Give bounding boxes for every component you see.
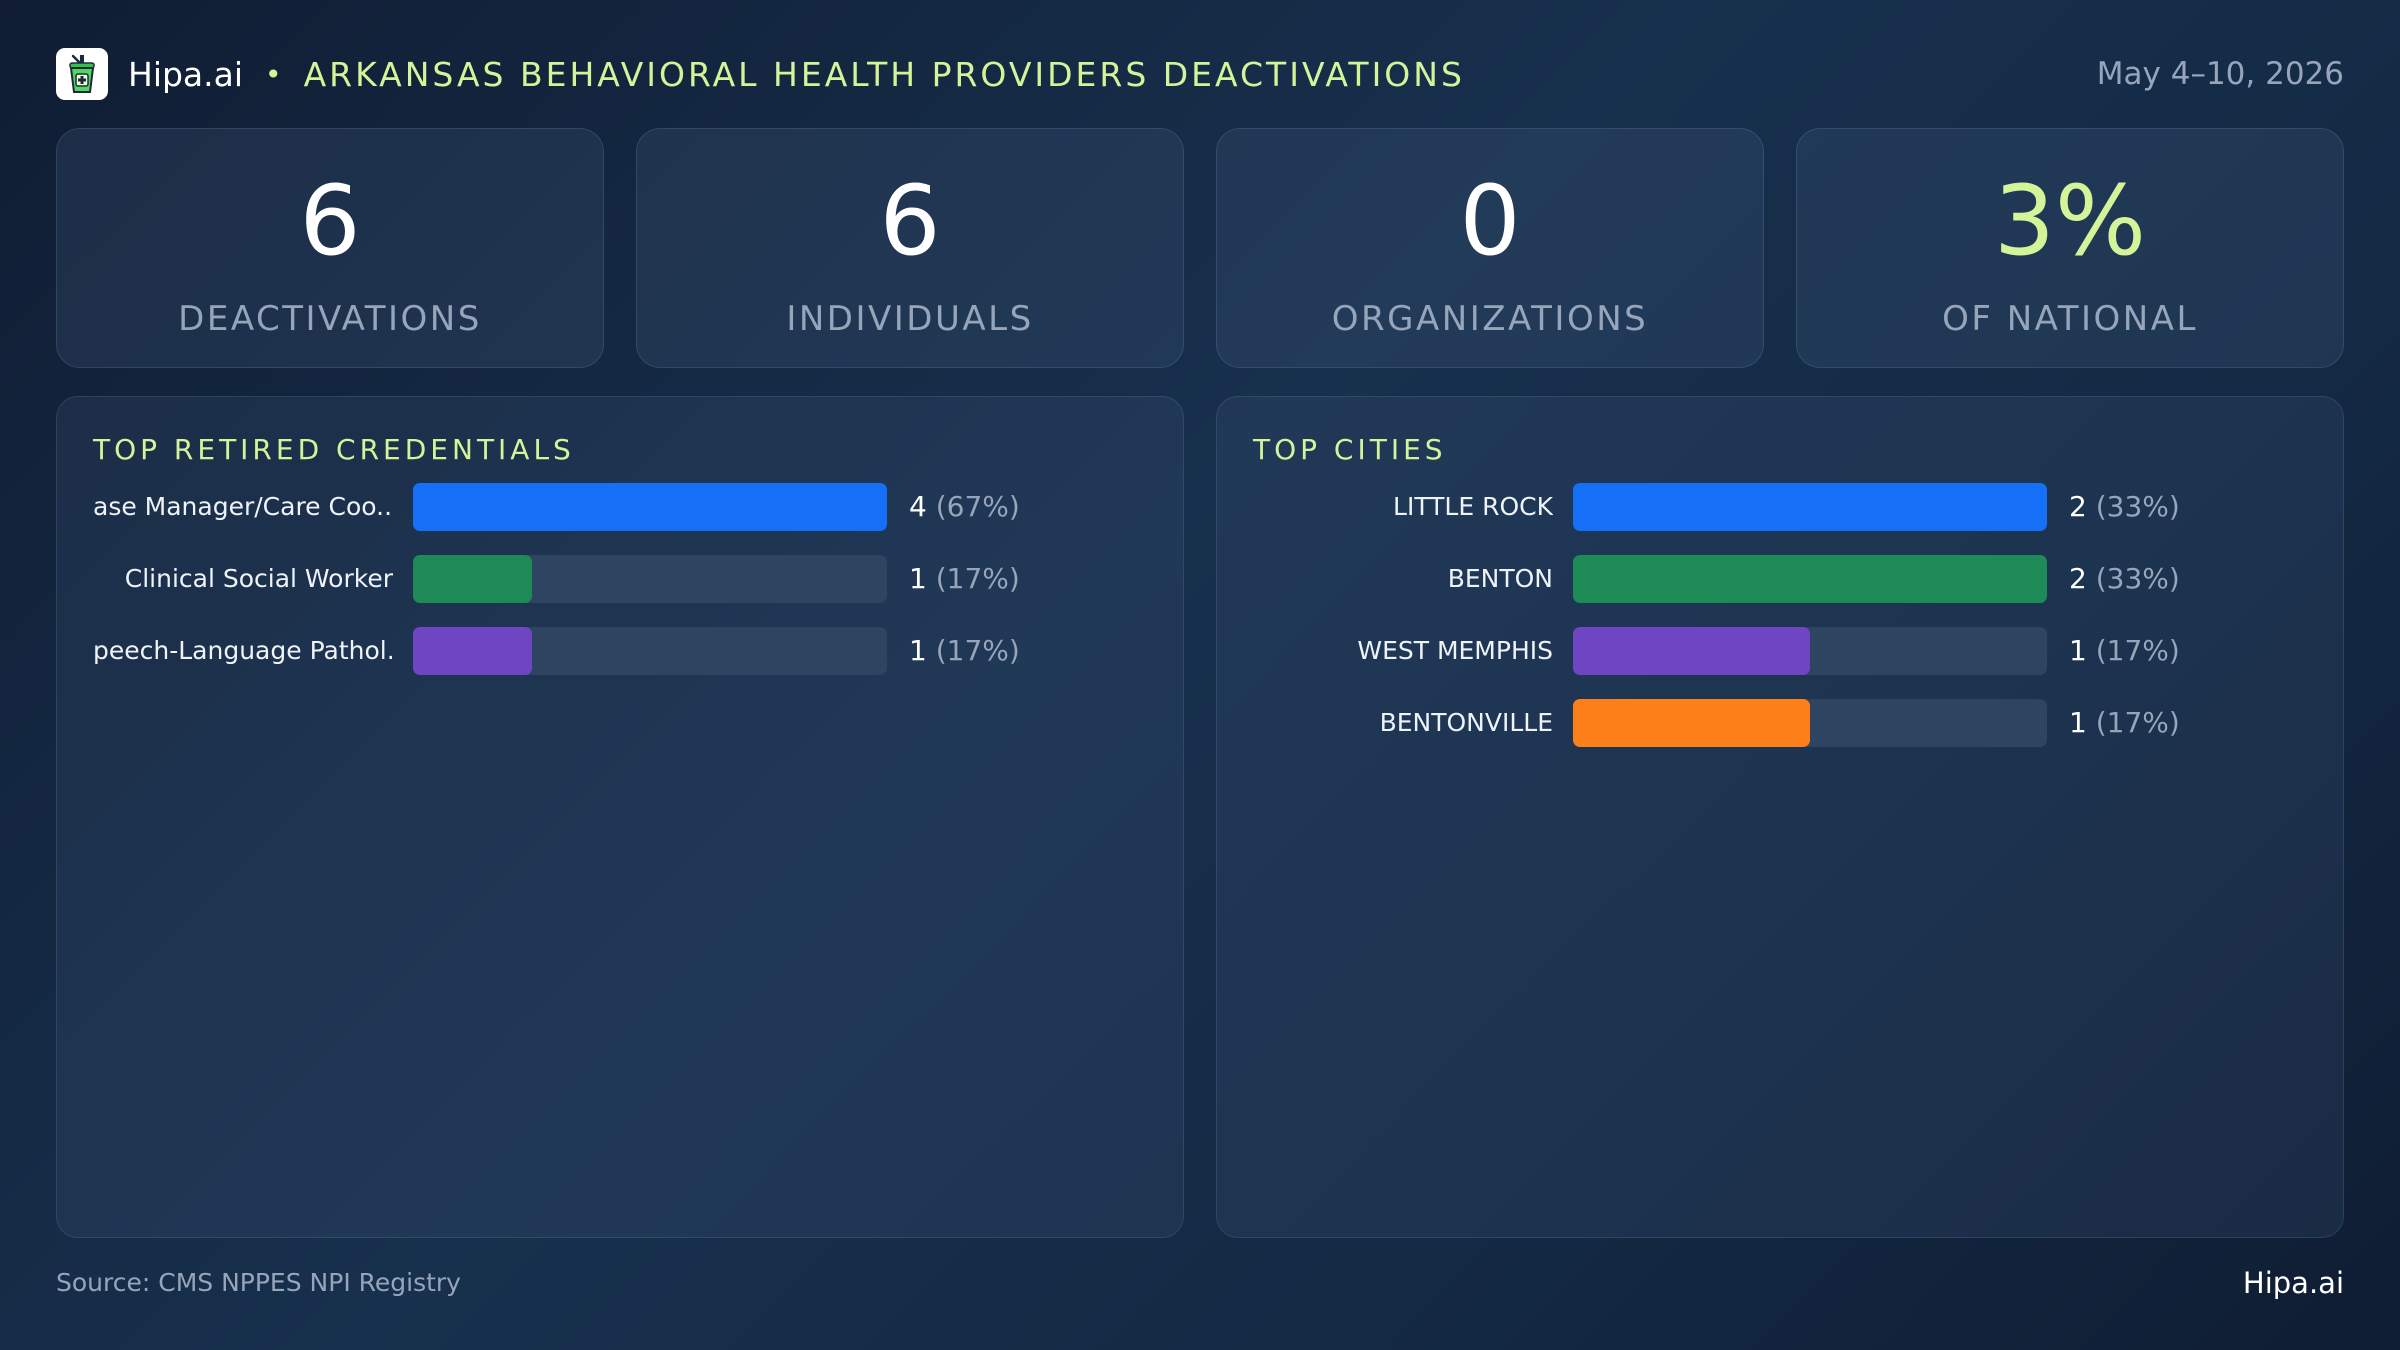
bar-label: BENTON [1447,564,1553,593]
bar-value-label: 2 (33%) [2069,483,2180,531]
panel-title: TOP RETIRED CREDENTIALS [93,433,575,466]
bar-row: ase Manager/Care Coo... 4 (67%) [57,483,1183,531]
bar-percent: (33%) [2095,490,2180,523]
bar-label: BENTONVILLE [1379,708,1553,737]
stat-card-deactivations: 6 DEACTIVATIONS [56,128,604,368]
bar-percent: (17%) [935,562,1020,595]
bar-value-label: 1 (17%) [909,627,1020,675]
logo [56,48,108,100]
stat-value: 3% [1993,165,2147,277]
bar-label: peech-Language Pathol... [93,636,393,665]
bar-count: 1 [2069,634,2087,667]
bar-track [1573,483,2047,531]
bar-percent: (17%) [2095,634,2180,667]
bar-row: WEST MEMPHIS 1 (17%) [1217,627,2343,675]
bar-value-label: 1 (17%) [909,555,1020,603]
bar-row: BENTONVILLE 1 (17%) [1217,699,2343,747]
bar-label: LITTLE ROCK [1393,492,1553,521]
bar [413,555,532,603]
credentials-panel: TOP RETIRED CREDENTIALS ase Manager/Care… [56,396,1184,1238]
bar-track [1573,699,2047,747]
cup-icon [69,54,95,93]
bar-row: peech-Language Pathol... 1 (17%) [57,627,1183,675]
bar-count: 1 [2069,706,2087,739]
header: Hipa.ai • ARKANSAS BEHAVIORAL HEALTH PRO… [56,46,2344,102]
bar-track [413,555,887,603]
bar [1573,627,1810,675]
bar-percent: (33%) [2095,562,2180,595]
footer-brand: Hipa.ai [2242,1266,2344,1300]
bar [1573,699,1810,747]
bar [413,627,532,675]
page-title: ARKANSAS BEHAVIORAL HEALTH PROVIDERS DEA… [303,54,1465,94]
stat-value: 6 [299,165,361,277]
stat-value: 0 [1459,165,1521,277]
bar-value-label: 4 (67%) [909,483,1020,531]
bar [1573,483,2047,531]
bar-label: Clinical Social Worker [124,564,393,593]
bar-track [413,483,887,531]
panel-title: TOP CITIES [1253,433,1447,466]
cities-panel: TOP CITIES LITTLE ROCK 2 (33%) BENTON 2 (33… [1216,396,2344,1238]
bar-value-label: 1 (17%) [2069,699,2180,747]
bar-row: Clinical Social Worker 1 (17%) [57,555,1183,603]
bar-count: 4 [909,490,927,523]
bar-percent: (17%) [935,634,1020,667]
stat-card-organizations: 0 ORGANIZATIONS [1216,128,1764,368]
bar-label: ase Manager/Care Coo... [93,492,393,521]
bar-count: 2 [2069,490,2087,523]
stat-label: OF NATIONAL [1942,299,2198,339]
stat-card-national-share: 3% OF NATIONAL [1796,128,2344,368]
bar-percent: (67%) [935,490,1020,523]
bar-track [1573,627,2047,675]
stat-label: DEACTIVATIONS [178,299,482,339]
stat-card-individuals: 6 INDIVIDUALS [636,128,1184,368]
date-range: May 4–10, 2026 [2096,56,2344,92]
stat-value: 6 [879,165,941,277]
brand-name: Hipa.ai [128,54,244,94]
bar-row: LITTLE ROCK 2 (33%) [1217,483,2343,531]
bar-count: 1 [909,634,927,667]
bar-track [413,627,887,675]
source-note: Source: CMS NPPES NPI Registry [56,1268,461,1297]
bar-percent: (17%) [2095,706,2180,739]
stat-label: INDIVIDUALS [786,299,1034,339]
bar-value-label: 2 (33%) [2069,555,2180,603]
bar [413,483,887,531]
bar-count: 1 [909,562,927,595]
bar-row: BENTON 2 (33%) [1217,555,2343,603]
bar-label: WEST MEMPHIS [1357,636,1553,665]
title-separator: • [265,57,282,91]
bar-count: 2 [2069,562,2087,595]
stat-label: ORGANIZATIONS [1331,299,1649,339]
bar-track [1573,555,2047,603]
bar [1573,555,2047,603]
bar-value-label: 1 (17%) [2069,627,2180,675]
